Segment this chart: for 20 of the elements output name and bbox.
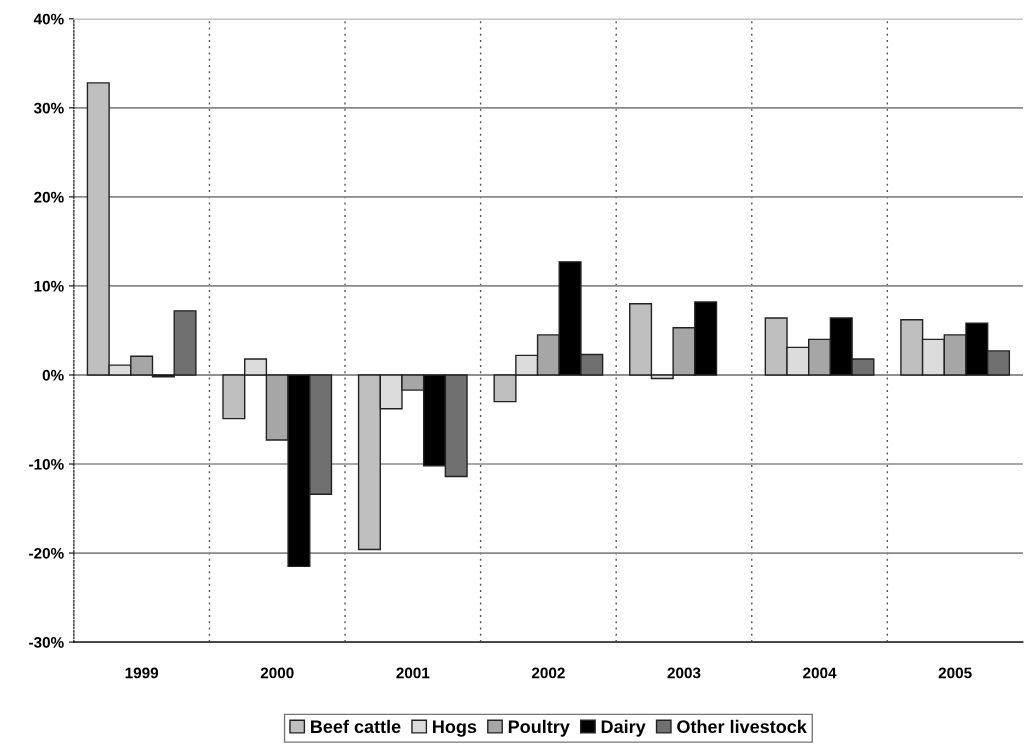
y-tick-label: 20%	[34, 191, 64, 203]
y-tick-label: 40%	[33, 13, 64, 25]
x-tick-label: 2005	[938, 667, 972, 679]
x-tick-label: 2002	[531, 667, 565, 679]
x-tick-label: 2004	[803, 667, 837, 679]
y-tick-label: 30%	[33, 102, 64, 114]
y-tick-label: 10%	[34, 280, 64, 292]
x-tick-label: 2003	[667, 667, 701, 679]
x-tick-label: 2000	[260, 667, 294, 679]
y-tick-label: -30%	[29, 636, 64, 648]
y-tick-label: -20%	[29, 547, 64, 559]
legend-label: Beef cattle	[311, 719, 401, 734]
y-tick-label: 0%	[42, 369, 64, 381]
legend-label: Dairy	[601, 719, 646, 737]
legend-label: Hogs	[433, 720, 477, 737]
x-tick-label: 2001	[396, 667, 430, 679]
legend-label: Other livestock	[677, 719, 807, 734]
y-tick-label: -10%	[29, 458, 64, 470]
x-tick-label: 1999	[125, 667, 159, 679]
legend-label: Poultry	[508, 719, 570, 737]
